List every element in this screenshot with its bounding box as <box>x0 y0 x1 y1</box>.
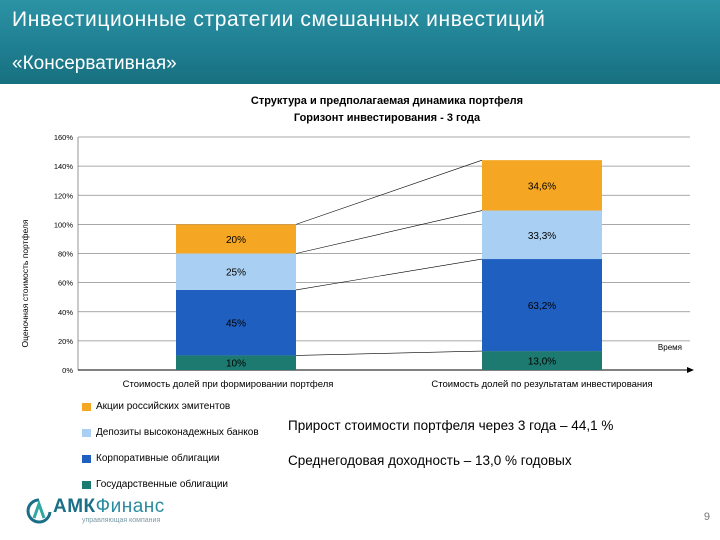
bar-segment <box>176 289 296 356</box>
chart-title: Структура и предполагаемая динамика порт… <box>251 95 523 107</box>
data-label: 63,2% <box>528 301 556 312</box>
bar-segment <box>482 259 602 352</box>
y-tick-label: 140% <box>54 162 74 171</box>
bar-segment <box>482 160 602 211</box>
x-axis-arrow <box>687 367 694 373</box>
chart-subtitle: Горизонт инвестирования - 3 года <box>294 112 481 124</box>
legend-label: Корпоративные облигации <box>96 453 220 464</box>
y-tick-label: 60% <box>58 279 73 288</box>
y-tick-label: 120% <box>54 191 74 200</box>
bar-segment <box>176 355 296 370</box>
data-label: 20% <box>226 235 246 246</box>
data-label: 10% <box>226 359 246 370</box>
header-divider <box>0 84 720 86</box>
logo-brand-bold: АМК <box>53 496 96 517</box>
connector-line <box>295 258 483 291</box>
slide-header: Инвестиционные стратегии смешанных инвес… <box>0 0 720 84</box>
y-tick-label: 0% <box>62 366 73 375</box>
connector-line <box>295 159 483 225</box>
data-label: 25% <box>226 268 246 279</box>
connector-line <box>295 210 483 254</box>
connector-line <box>295 350 483 356</box>
category-label: Стоимость долей по результатам инвестиро… <box>431 379 652 390</box>
data-label: 33,3% <box>528 231 556 242</box>
amk-logo-icon <box>26 498 52 524</box>
legend-swatch <box>82 429 91 437</box>
annual-yield-text: Среднегодовая доходность – 13,0 % годовы… <box>288 453 572 468</box>
legend-swatch <box>82 481 91 489</box>
logo-brand-light: Финанс <box>95 496 165 517</box>
data-label: 45% <box>226 319 246 330</box>
logo-brand: АМКФинанс <box>53 496 165 518</box>
y-axis-label: Оценочная стоимость портфеля <box>20 219 30 347</box>
legend-label: Государственные облигации <box>96 479 228 490</box>
slide-title: Инвестиционные стратегии смешанных инвес… <box>12 8 546 31</box>
category-label: Стоимость долей при формировании портфел… <box>123 379 334 390</box>
chart-panel: Структура и предполагаемая динамика порт… <box>10 86 710 496</box>
y-tick-label: 20% <box>58 337 73 346</box>
bar-segment <box>482 351 602 370</box>
legend-label: Депозиты высоконадежных банков <box>96 427 259 438</box>
bar-segment <box>176 224 296 254</box>
y-tick-label: 80% <box>58 250 73 259</box>
y-tick-label: 160% <box>54 133 74 142</box>
growth-text: Прирост стоимости портфеля через 3 года … <box>288 418 614 433</box>
y-tick-label: 40% <box>58 308 73 317</box>
legend-swatch <box>82 403 91 411</box>
data-label: 34,6% <box>528 181 556 192</box>
company-logo: АМКФинанс управляющая компания <box>26 496 226 530</box>
logo-tagline: управляющая компания <box>82 517 161 524</box>
page-number: 9 <box>703 511 710 523</box>
y-tick-label: 100% <box>54 220 74 229</box>
legend-swatch <box>82 455 91 463</box>
slide-subtitle: «Консервативная» <box>12 53 177 74</box>
bar-segment <box>482 210 602 260</box>
portfolio-chart: Структура и предполагаемая динамика порт… <box>20 95 694 390</box>
legend-label: Акции российских эмитентов <box>96 401 231 412</box>
x-axis-label: Время <box>658 343 682 352</box>
bar-segment <box>176 253 296 290</box>
data-label: 13,0% <box>528 357 556 368</box>
